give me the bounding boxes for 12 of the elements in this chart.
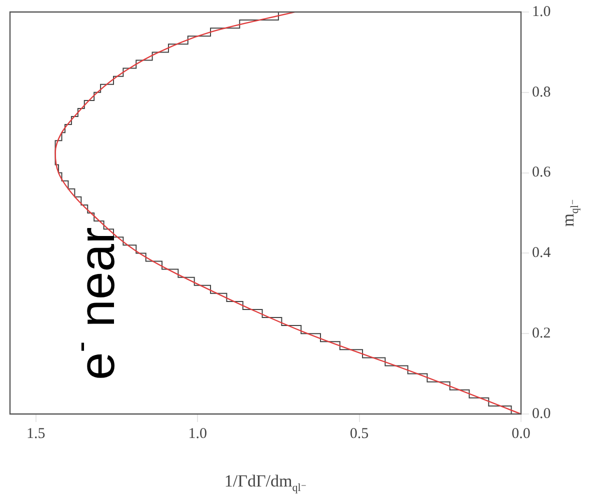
y-tick-label: 0.2 [532, 326, 551, 342]
y-tick-label: 0.8 [532, 84, 551, 100]
annotation: e- near [62, 227, 125, 380]
y-axis-title: mql⁻ [558, 199, 581, 227]
x-tick-label: 0.0 [512, 426, 530, 442]
y-tick-label: 0.4 [532, 245, 552, 262]
x-tick-label: 1.0 [188, 426, 207, 442]
y-tick-label: 0.6 [532, 164, 552, 181]
x-tick-label: 1.5 [26, 426, 46, 442]
y-tick-label: 0.0 [532, 406, 551, 422]
x-tick-label: 0.5 [350, 426, 369, 442]
y-tick-label: 1.0 [532, 4, 551, 20]
